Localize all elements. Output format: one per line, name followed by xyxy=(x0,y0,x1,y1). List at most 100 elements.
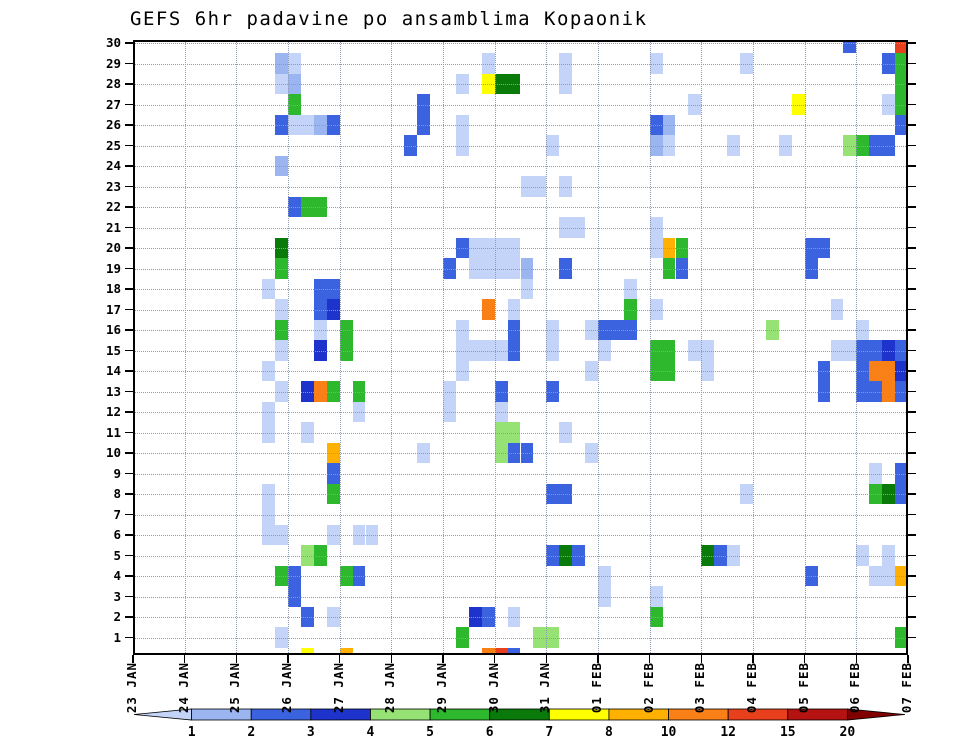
y-tick-label: 11 xyxy=(105,424,121,440)
gridline-horizontal xyxy=(133,227,908,229)
x-axis-tick xyxy=(700,655,703,663)
y-axis-tick xyxy=(908,370,916,372)
y-axis-tick xyxy=(908,124,916,126)
colorbar-segment xyxy=(370,708,431,721)
colorbar-svg: 1 2 3 4 5 6 7 8 10 12 15 20 xyxy=(133,708,906,740)
gridline-horizontal xyxy=(133,309,908,311)
gridline-horizontal xyxy=(133,84,908,85)
x-axis-tick xyxy=(235,655,238,663)
y-axis-tick xyxy=(908,329,916,331)
y-axis-tick xyxy=(125,534,133,536)
gridline-vertical xyxy=(804,40,806,655)
gridline-horizontal xyxy=(133,330,908,331)
heatmap-cell xyxy=(481,647,495,655)
y-axis-tick xyxy=(125,247,133,249)
gridline-horizontal xyxy=(133,145,908,147)
y-axis-tick xyxy=(125,616,133,618)
x-tick-label: 24 JAN xyxy=(175,662,191,714)
x-tick-label: 04 FEB xyxy=(744,662,759,714)
y-axis-tick xyxy=(908,267,916,270)
gridline-vertical xyxy=(184,40,186,655)
y-tick-label: 26 xyxy=(105,117,121,132)
gridline-horizontal xyxy=(133,617,908,618)
x-axis-tick xyxy=(648,655,651,663)
y-axis-tick xyxy=(908,636,916,639)
x-tick-label: 27 JAN xyxy=(330,662,346,714)
y-axis-tick xyxy=(125,42,133,44)
y-axis-tick xyxy=(125,554,133,557)
y-axis-tick xyxy=(908,534,916,536)
colorbar-segment xyxy=(608,708,669,721)
gridline-vertical xyxy=(494,40,496,655)
colorbar-tick-label: 5 xyxy=(426,725,434,740)
y-axis-tick xyxy=(125,370,133,372)
x-axis-tick xyxy=(442,655,444,663)
y-axis-tick xyxy=(908,390,916,393)
x-axis-tick xyxy=(907,655,909,663)
gridline-horizontal xyxy=(133,637,908,639)
y-tick-label: 12 xyxy=(105,404,121,419)
gridline-horizontal xyxy=(133,248,908,249)
y-axis-tick xyxy=(125,636,133,639)
heatmap-cell xyxy=(339,647,353,655)
colorbar-tick-label: 6 xyxy=(486,725,494,740)
y-tick-label: 1 xyxy=(113,629,121,645)
x-axis-tick xyxy=(338,655,341,663)
gridline-vertical xyxy=(236,40,238,655)
y-tick-label: 2 xyxy=(113,609,121,624)
y-axis-tick xyxy=(908,308,916,311)
gridline-horizontal xyxy=(133,63,908,65)
gridline-horizontal xyxy=(133,104,908,106)
gridline-vertical xyxy=(753,40,754,655)
y-axis-tick xyxy=(125,83,133,85)
colorbar-tick-label: 1 xyxy=(188,725,196,740)
y-tick-label: 14 xyxy=(105,363,121,378)
y-axis-tick xyxy=(125,452,133,454)
y-tick-label: 9 xyxy=(113,465,121,481)
gridline-horizontal xyxy=(133,576,908,577)
y-axis-tick xyxy=(125,575,133,577)
gridline-horizontal xyxy=(133,473,908,475)
gridline-horizontal xyxy=(133,555,908,557)
y-axis-tick xyxy=(125,308,133,311)
y-axis-tick xyxy=(908,62,916,65)
gridline-horizontal xyxy=(133,207,908,208)
gridline-horizontal xyxy=(133,186,908,188)
y-tick-label: 17 xyxy=(105,301,121,317)
colorbar-segment xyxy=(191,708,252,721)
x-tick-label: 30 JAN xyxy=(485,662,501,714)
y-tick-label: 6 xyxy=(113,527,121,542)
x-tick-label: 05 FEB xyxy=(795,662,811,714)
y-axis-tick xyxy=(908,452,916,454)
y-tick-label: 23 xyxy=(105,178,121,194)
y-axis-tick xyxy=(908,247,916,249)
colorbar-tick-label: 8 xyxy=(605,725,613,740)
x-tick-label: 25 JAN xyxy=(227,662,243,714)
y-axis-tick xyxy=(125,411,133,413)
y-axis-tick xyxy=(908,554,916,557)
x-tick-label: 02 FEB xyxy=(640,662,656,714)
x-axis-tick xyxy=(132,655,134,663)
x-axis-tick xyxy=(752,655,754,663)
y-axis-tick xyxy=(125,472,133,475)
y-tick-label: 28 xyxy=(105,76,121,91)
gridline-horizontal xyxy=(133,268,908,270)
gridline-vertical xyxy=(288,40,289,655)
colorbar-tick-label: 7 xyxy=(545,725,553,740)
colorbar-tick-label: 3 xyxy=(307,725,315,740)
colorbar-segment xyxy=(846,708,906,721)
x-tick-label: 29 JAN xyxy=(434,662,449,714)
colorbar-tick-label: 2 xyxy=(247,725,255,740)
y-tick-label: 19 xyxy=(105,260,121,276)
heatmap-plot xyxy=(133,40,908,655)
x-tick-label: 06 FEB xyxy=(847,662,863,714)
y-axis-tick xyxy=(908,493,916,495)
x-tick-label: 03 FEB xyxy=(692,662,708,714)
y-tick-label: 3 xyxy=(113,588,121,604)
y-tick-label: 24 xyxy=(105,158,121,173)
y-axis-tick xyxy=(908,616,916,618)
gridline-horizontal xyxy=(133,412,908,413)
x-axis-tick xyxy=(597,655,599,663)
gridline-vertical xyxy=(701,40,703,655)
